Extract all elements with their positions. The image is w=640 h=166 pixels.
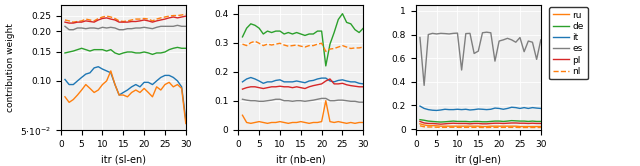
- X-axis label: itr (gl-en): itr (gl-en): [455, 155, 501, 165]
- X-axis label: itr (nb-en): itr (nb-en): [276, 155, 326, 165]
- Y-axis label: contribution weight: contribution weight: [6, 23, 15, 112]
- Legend: ru, de, it, es, pl, nl: ru, de, it, es, pl, nl: [549, 7, 588, 80]
- X-axis label: itr (sl-en): itr (sl-en): [100, 155, 146, 165]
